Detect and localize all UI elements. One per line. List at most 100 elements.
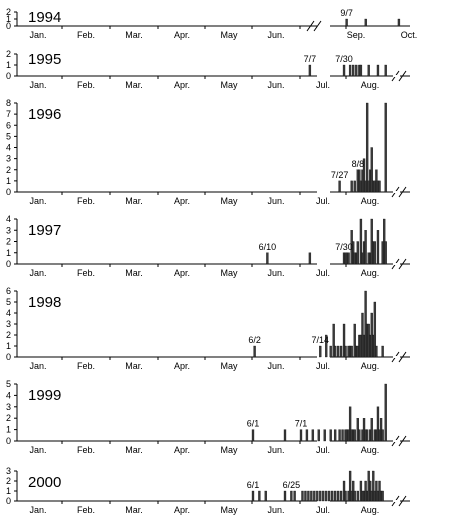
bar bbox=[333, 345, 337, 358]
bar bbox=[381, 490, 384, 502]
bar bbox=[364, 18, 367, 27]
bar bbox=[283, 429, 287, 442]
y-tick-label: 2 bbox=[6, 476, 11, 486]
bar bbox=[304, 490, 307, 502]
y-tick-label: 0 bbox=[6, 496, 11, 506]
axis-break-gap bbox=[393, 356, 400, 358]
date-annotation: 6/1 bbox=[247, 480, 260, 490]
y-tick-label: 6 bbox=[6, 120, 11, 130]
bar bbox=[344, 345, 347, 358]
chart-panel-1999: 01 23 45 Jan. Feb. Mar. Apr. May Jun. Jul. Aug. 199… bbox=[6, 379, 410, 455]
bar bbox=[356, 241, 359, 265]
bar bbox=[325, 334, 328, 358]
bar bbox=[313, 490, 316, 502]
axis-break-gap bbox=[393, 440, 400, 442]
y-tick-label: 7 bbox=[6, 109, 11, 119]
bar bbox=[336, 490, 340, 502]
x-tick-label: Mar. bbox=[125, 80, 143, 90]
bar bbox=[348, 64, 352, 77]
x-tick-label: Jun. bbox=[267, 445, 284, 455]
y-tick-label: 3 bbox=[6, 154, 11, 164]
x-tick-label: Sep. bbox=[347, 30, 366, 40]
bar bbox=[342, 323, 346, 358]
axis-break-mark bbox=[398, 351, 407, 363]
bar bbox=[370, 147, 373, 193]
bar bbox=[384, 241, 387, 265]
x-tick-label: Aug. bbox=[361, 505, 380, 515]
bar bbox=[376, 406, 380, 442]
date-annotation: 6/25 bbox=[283, 480, 301, 490]
y-tick-label: 2 bbox=[6, 330, 11, 340]
y-tick-label: 0 bbox=[6, 352, 11, 362]
bar bbox=[350, 345, 353, 358]
bar bbox=[336, 345, 340, 358]
bar bbox=[355, 64, 358, 77]
bar bbox=[348, 470, 352, 502]
bar bbox=[344, 490, 347, 502]
x-tick-label: Apr. bbox=[174, 505, 190, 515]
x-tick-label: Jun. bbox=[267, 196, 284, 206]
bar bbox=[372, 470, 375, 502]
x-tick-label: Mar. bbox=[125, 30, 143, 40]
bar bbox=[308, 252, 312, 265]
x-tick-label: Apr. bbox=[174, 268, 190, 278]
y-tick-label: 2 bbox=[6, 49, 11, 59]
x-tick-label: Jan. bbox=[29, 30, 46, 40]
x-tick-label: Feb. bbox=[77, 445, 95, 455]
x-tick-label: Aug. bbox=[361, 196, 380, 206]
bar bbox=[338, 180, 341, 193]
date-annotation: 8/8 bbox=[352, 159, 365, 169]
x-tick-label: Jan. bbox=[29, 445, 46, 455]
bar bbox=[328, 490, 331, 502]
bar bbox=[356, 490, 359, 502]
x-tick-label: Jul. bbox=[316, 80, 330, 90]
y-tick-label: 0 bbox=[6, 259, 11, 269]
bar bbox=[338, 429, 341, 442]
x-tick-label: Jul. bbox=[316, 268, 330, 278]
x-tick-label: Jun. bbox=[267, 505, 284, 515]
bar bbox=[317, 429, 320, 442]
bar bbox=[350, 180, 353, 193]
bar bbox=[348, 406, 352, 442]
x-tick-label: Feb. bbox=[77, 30, 95, 40]
bar bbox=[384, 102, 387, 193]
bar bbox=[339, 490, 343, 502]
chart-panel-1994: 012 Jan. Feb. Mar. Apr. May Jun. Sep. Oct. 1994 9/… bbox=[6, 7, 417, 40]
year-title: 1996 bbox=[28, 106, 61, 123]
y-tick-label: 1 bbox=[6, 341, 11, 351]
bar bbox=[341, 429, 344, 442]
y-tick-label: 0 bbox=[6, 21, 11, 31]
date-annotation: 7/7 bbox=[304, 54, 317, 64]
bar bbox=[307, 490, 310, 502]
bar bbox=[251, 429, 255, 442]
x-tick-label: May bbox=[220, 445, 238, 455]
x-tick-label: Mar. bbox=[125, 361, 143, 371]
y-tick-label: 8 bbox=[6, 98, 11, 108]
axis-break-gap bbox=[393, 75, 400, 77]
y-tick-label: 3 bbox=[6, 225, 11, 235]
bar bbox=[342, 64, 346, 77]
bar bbox=[353, 323, 356, 358]
chart-panel-1997: 012 34 Jan. Feb. Mar. Apr. May Jun. Jul. Aug. 1997… bbox=[6, 214, 410, 278]
x-tick-label: Jun. bbox=[267, 30, 284, 40]
date-annotation: 7/30 bbox=[335, 54, 353, 64]
chart-panel-1995: 012 Jan. Feb. Mar. Apr. May Jun. Jul. Aug. 1995 7/… bbox=[6, 49, 410, 90]
x-tick-label: Feb. bbox=[77, 361, 95, 371]
bar bbox=[362, 158, 366, 193]
x-tick-label: Apr. bbox=[174, 196, 190, 206]
x-tick-label: May bbox=[220, 268, 238, 278]
bar bbox=[370, 418, 373, 442]
bar bbox=[258, 490, 261, 502]
y-tick-label: 4 bbox=[6, 143, 11, 153]
x-tick-label: Mar. bbox=[125, 505, 143, 515]
y-tick-label: 2 bbox=[6, 237, 11, 247]
bar bbox=[373, 301, 377, 358]
y-tick-label: 6 bbox=[6, 286, 11, 296]
bar bbox=[381, 345, 384, 358]
bar bbox=[364, 230, 367, 265]
bar bbox=[308, 64, 312, 77]
y-tick-label: 3 bbox=[6, 319, 11, 329]
x-tick-label: Aug. bbox=[361, 445, 380, 455]
y-tick-label: 1 bbox=[6, 176, 11, 186]
y-tick-label: 1 bbox=[6, 425, 11, 435]
